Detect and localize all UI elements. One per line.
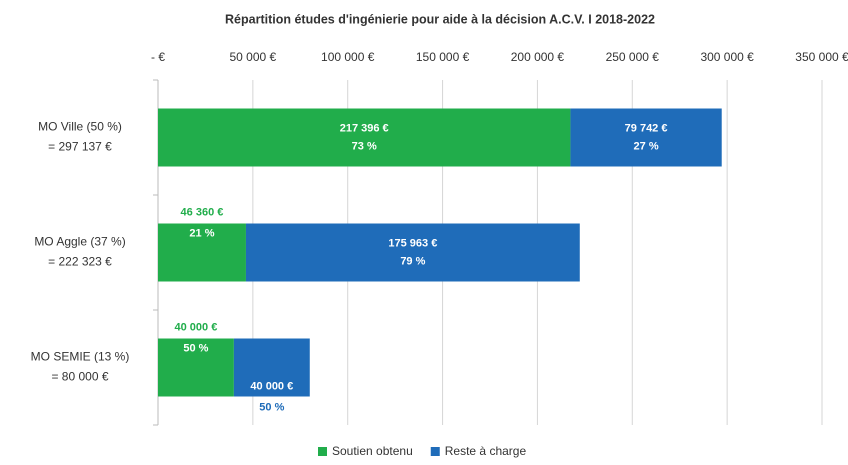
legend-swatch: [430, 447, 440, 456]
bar-segment: [570, 108, 722, 167]
bar-segment: [158, 108, 571, 167]
data-label: 46 360 €: [181, 206, 224, 218]
bar-segment: [158, 338, 234, 397]
category-label: MO SEMIE (13 %): [31, 350, 130, 364]
bar-segment: [245, 223, 580, 282]
legend-swatch: [318, 447, 327, 456]
x-tick-label: 300 000 €: [700, 50, 754, 64]
category-label: = 297 137 €: [48, 140, 112, 154]
data-label: 217 396 €: [340, 122, 389, 134]
data-label: 27 %: [634, 140, 659, 152]
legend-label: Reste à charge: [445, 444, 527, 458]
data-label: 79 %: [400, 255, 425, 267]
x-tick-label: 150 000 €: [416, 50, 470, 64]
category-label: MO Ville (50 %): [38, 120, 122, 134]
data-label: 40 000 €: [175, 321, 218, 333]
category-label: = 222 323 €: [48, 255, 112, 269]
data-label: 50 %: [259, 401, 284, 413]
chart-title: Répartition études d'ingénierie pour aid…: [225, 12, 655, 26]
category-label: MO Aggle (37 %): [34, 235, 125, 249]
data-label: 50 %: [183, 342, 208, 354]
x-tick-label: 100 000 €: [321, 50, 375, 64]
x-tick-label: - €: [151, 50, 165, 64]
bar-segment: [158, 223, 246, 282]
data-label: 21 %: [189, 227, 214, 239]
category-label: = 80 000 €: [51, 370, 108, 384]
legend-label: Soutien obtenu: [332, 444, 413, 458]
x-tick-label: 200 000 €: [511, 50, 565, 64]
x-tick-label: 350 000 €: [795, 50, 848, 64]
x-tick-label: 250 000 €: [606, 50, 660, 64]
data-label: 73 %: [352, 140, 377, 152]
bar-segment: [233, 338, 310, 397]
x-tick-label: 50 000 €: [229, 50, 276, 64]
data-label: 79 742 €: [625, 122, 668, 134]
data-label: 175 963 €: [388, 237, 437, 249]
data-label: 40 000 €: [250, 380, 293, 392]
